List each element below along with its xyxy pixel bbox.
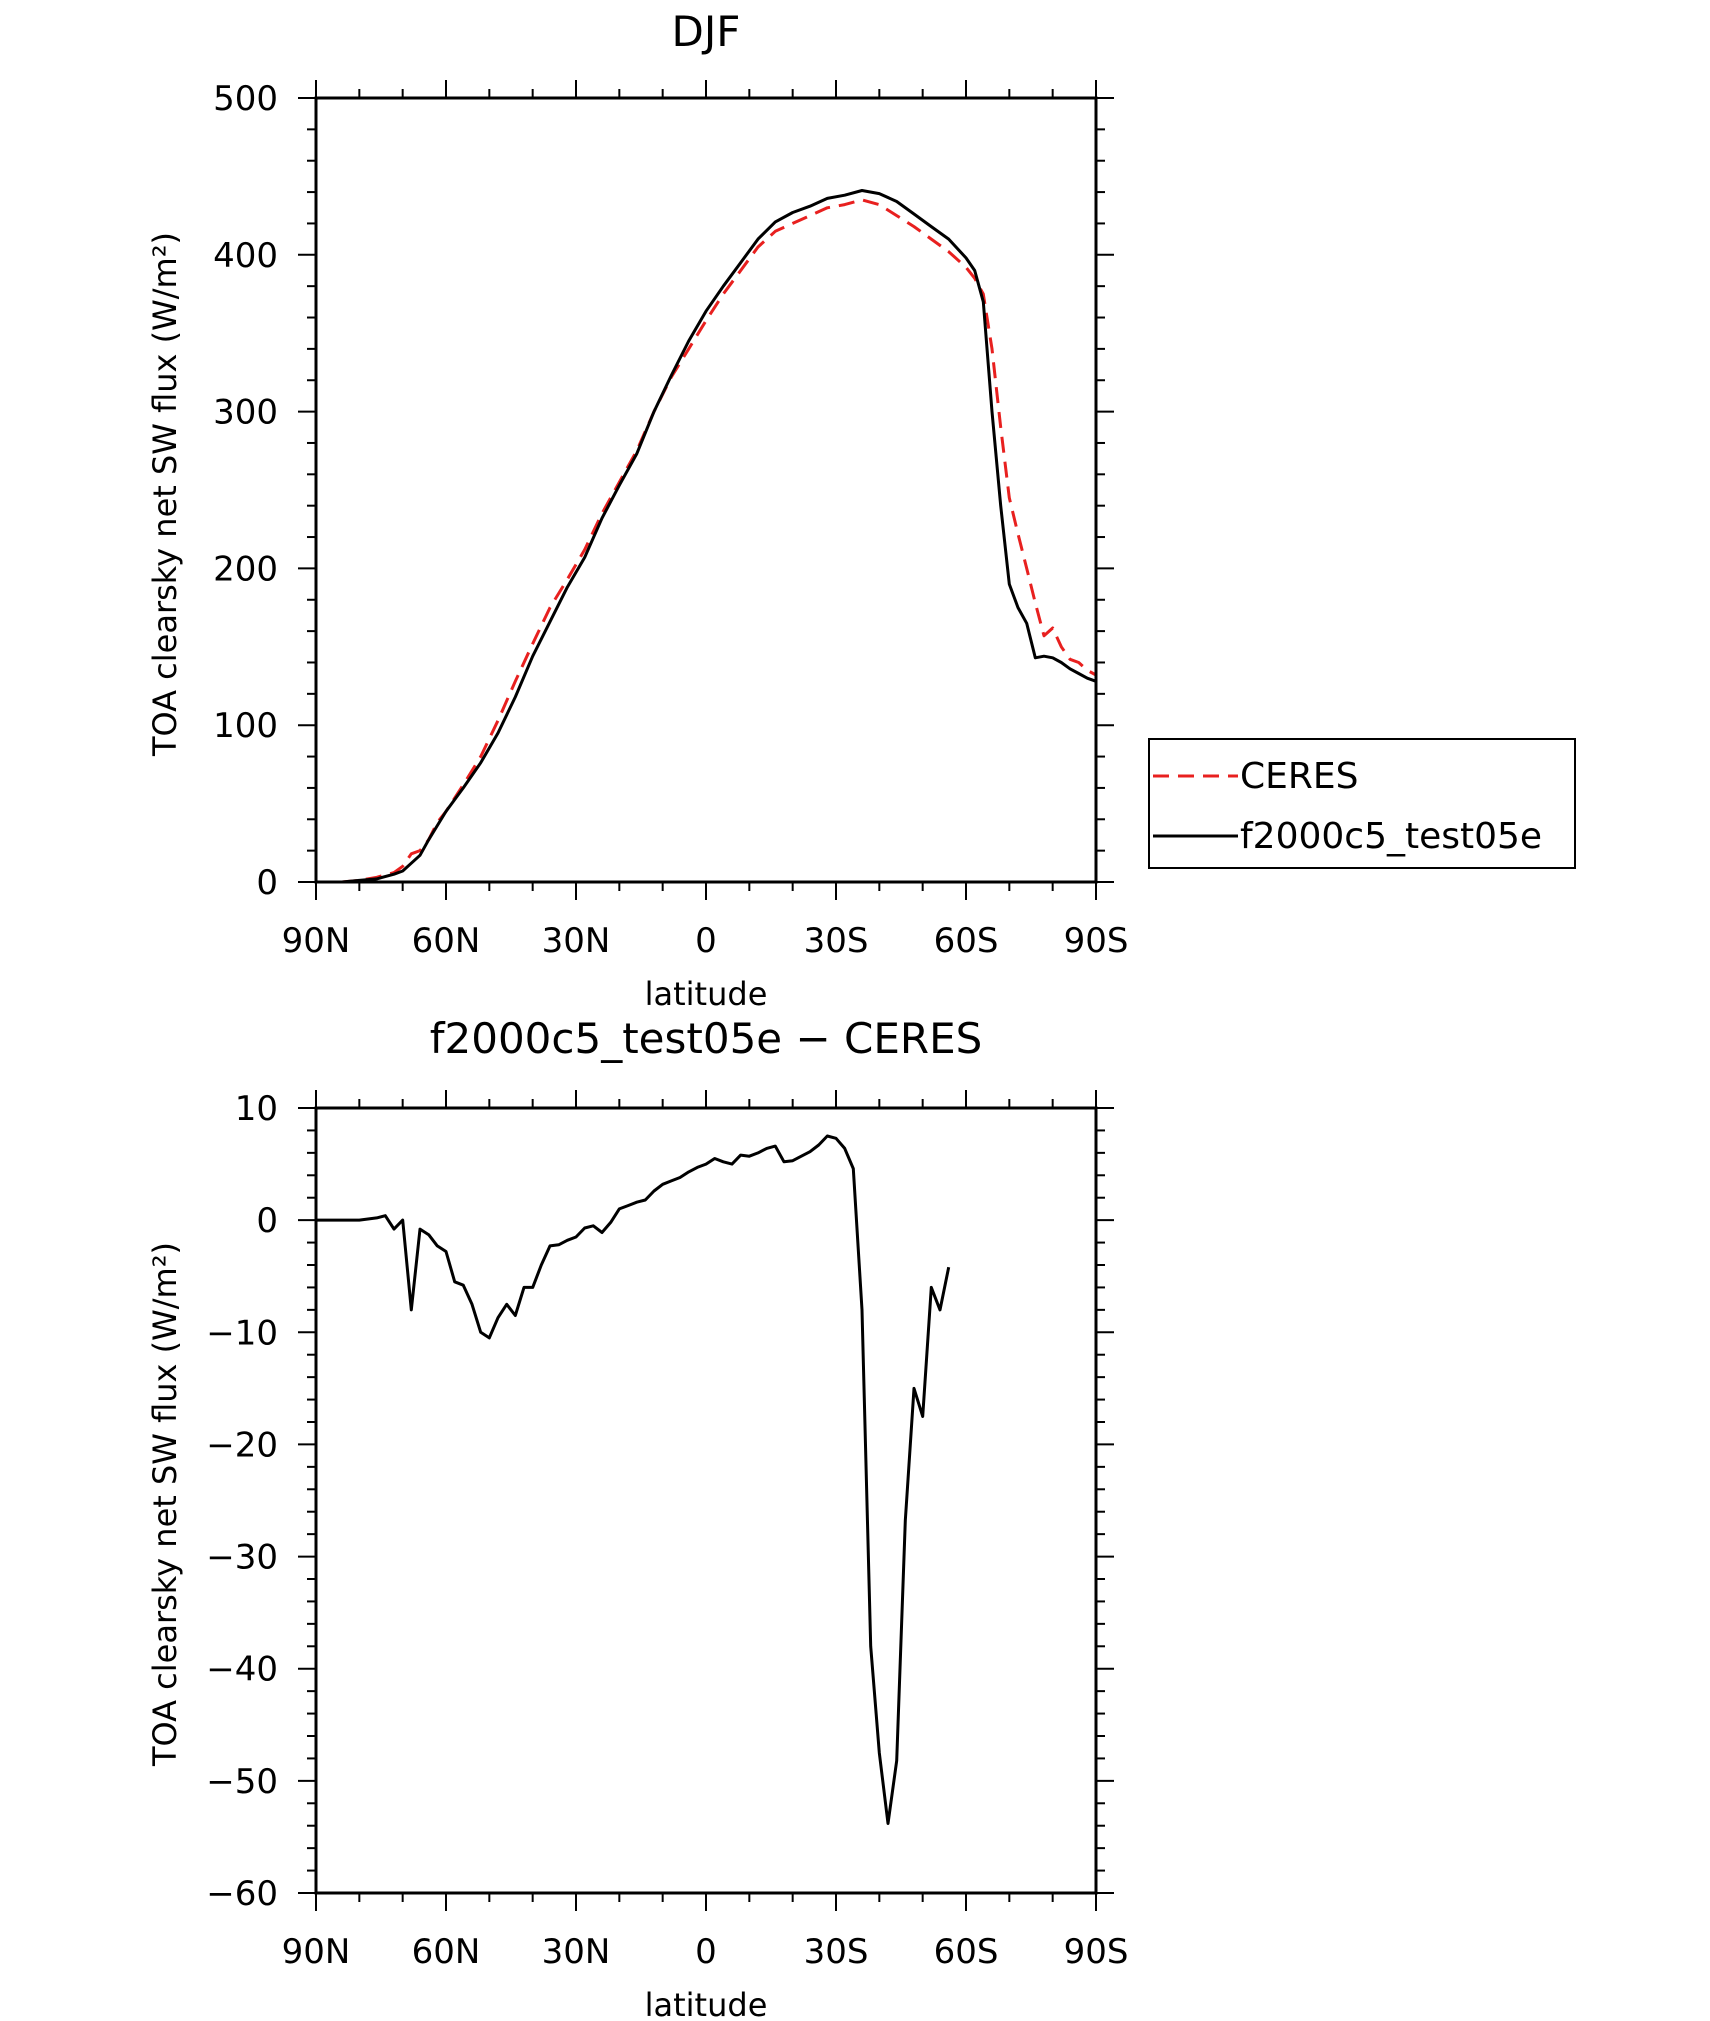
y-tick-label: −30 (206, 1538, 278, 1578)
panel-djf: DJF latitude TOA clearsky net SW flux (W… (146, 7, 1576, 1013)
x-tick-label: 90S (1064, 1932, 1129, 1972)
chart-title: DJF (672, 7, 741, 56)
y-tick-label: −20 (206, 1425, 278, 1465)
legend-label-model: f2000c5_test05e (1240, 816, 1542, 857)
y-tick-label: −40 (206, 1650, 278, 1690)
x-tick-label: 0 (695, 1932, 717, 1972)
x-tick-label: 30N (542, 921, 611, 961)
series-lines (316, 1134, 951, 1825)
x-tick-label: 90N (282, 1932, 351, 1972)
plot-frame (314, 96, 1098, 884)
x-axis-label: latitude (645, 975, 768, 1013)
y-tick-label: −60 (206, 1874, 278, 1914)
axis-ticks: 90N 60N 30N 0 30S 60S 90S 0 100 200 300 400 500 (213, 79, 1128, 961)
y-tick-label: 0 (256, 863, 278, 903)
x-tick-label: 60N (412, 921, 481, 961)
x-tick-label: 0 (695, 921, 717, 961)
y-tick-label: 500 (213, 79, 278, 119)
plot-frame (314, 1106, 1098, 1895)
axis-ticks: 90N 60N 30N 0 30S 60S 90S 10 0 −10 −20 −30 −40 −50 −60 (206, 1089, 1128, 1972)
legend-box (1148, 738, 1576, 869)
y-tick-label: −10 (206, 1313, 278, 1353)
x-tick-label: 60S (934, 921, 999, 961)
series-lines (316, 189, 1097, 884)
legend-label-ceres: CERES (1240, 756, 1359, 797)
x-tick-label: 30S (804, 1932, 869, 1972)
legend: CERES f2000c5_test05e (1148, 738, 1576, 869)
x-tick-label: 90N (282, 921, 351, 961)
y-tick-label: 10 (235, 1089, 278, 1129)
series-line-f2000c5-test05e (316, 189, 1097, 884)
series-line-difference (316, 1134, 951, 1825)
x-tick-label: 60S (934, 1932, 999, 1972)
panel-difference: f2000c5_test05e − CERES latitude TOA cle… (146, 1014, 1128, 2021)
y-tick-label: 300 (213, 393, 278, 433)
y-tick-label: 200 (213, 549, 278, 589)
y-tick-label: 0 (256, 1201, 278, 1241)
y-axis-label: TOA clearsky net SW flux (W/m²) (146, 232, 184, 757)
series-line-ceres (316, 198, 1097, 884)
y-tick-label: 100 (213, 706, 278, 746)
x-tick-label: 30N (542, 1932, 611, 1972)
chart-title: f2000c5_test05e − CERES (430, 1014, 983, 1063)
x-tick-label: 90S (1064, 921, 1129, 961)
x-axis-label: latitude (645, 1986, 768, 2021)
y-tick-label: 400 (213, 236, 278, 276)
y-axis-label: TOA clearsky net SW flux (W/m²) (146, 1242, 184, 1767)
x-tick-label: 30S (804, 921, 869, 961)
x-tick-label: 60N (412, 1932, 481, 1972)
y-tick-label: −50 (206, 1762, 278, 1802)
